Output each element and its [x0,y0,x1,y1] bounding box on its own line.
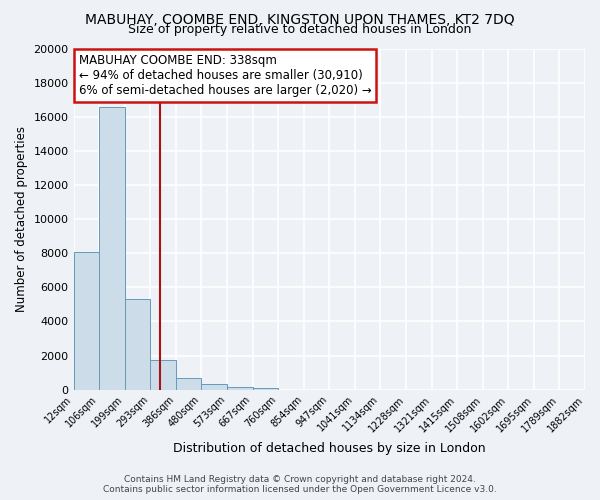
Text: Contains HM Land Registry data © Crown copyright and database right 2024.
Contai: Contains HM Land Registry data © Crown c… [103,474,497,494]
Bar [227,387,253,390]
Bar [99,107,125,390]
X-axis label: Distribution of detached houses by size in London: Distribution of detached houses by size … [173,442,485,455]
Text: MABUHAY, COOMBE END, KINGSTON UPON THAMES, KT2 7DQ: MABUHAY, COOMBE END, KINGSTON UPON THAME… [85,12,515,26]
Text: Size of property relative to detached houses in London: Size of property relative to detached ho… [128,22,472,36]
Bar [125,300,150,390]
Bar [74,252,99,390]
Bar [253,388,278,390]
Bar [176,378,202,390]
Bar [150,360,176,390]
Text: MABUHAY COOMBE END: 338sqm
← 94% of detached houses are smaller (30,910)
6% of s: MABUHAY COOMBE END: 338sqm ← 94% of deta… [79,54,371,97]
Bar [202,384,227,390]
Y-axis label: Number of detached properties: Number of detached properties [15,126,28,312]
